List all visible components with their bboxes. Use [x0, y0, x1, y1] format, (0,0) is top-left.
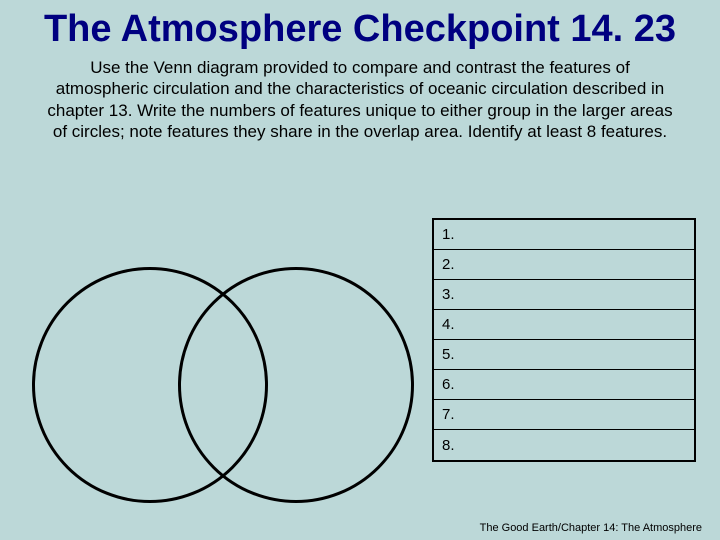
instructions-text: Use the Venn diagram provided to compare… [0, 57, 720, 152]
feature-row: 6. [434, 370, 694, 400]
feature-row: 2. [434, 250, 694, 280]
feature-row: 7. [434, 400, 694, 430]
feature-list-box: 1. 2. 3. 4. 5. 6. 7. 8. [432, 218, 696, 462]
venn-diagram [18, 260, 418, 510]
footer-text: The Good Earth/Chapter 14: The Atmospher… [480, 522, 702, 534]
page-title: The Atmosphere Checkpoint 14. 23 [0, 0, 720, 57]
feature-row: 3. [434, 280, 694, 310]
feature-row: 8. [434, 430, 694, 460]
feature-row: 5. [434, 340, 694, 370]
feature-row: 1. [434, 220, 694, 250]
venn-circle-right [178, 267, 414, 503]
feature-row: 4. [434, 310, 694, 340]
